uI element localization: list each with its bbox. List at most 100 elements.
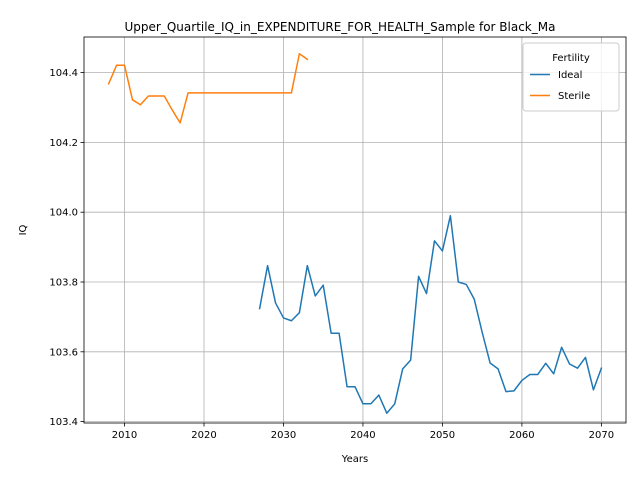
data-point-ideal xyxy=(275,302,276,303)
x-tick-label: 2070 xyxy=(589,430,614,441)
data-point-sterile xyxy=(299,53,300,54)
y-axis: 103.4 103.6 103.8 104.0 104.2 104.4 xyxy=(49,68,84,428)
data-point-ideal xyxy=(346,386,347,387)
data-point-sterile xyxy=(251,92,252,93)
data-point-ideal xyxy=(402,368,403,369)
data-point-sterile xyxy=(235,92,236,93)
series-ideal xyxy=(258,214,603,414)
x-tick-label: 2020 xyxy=(191,430,216,441)
data-point-sterile xyxy=(243,92,244,93)
data-point-sterile xyxy=(188,92,189,93)
y-tick-label: 104.4 xyxy=(49,68,78,79)
data-point-ideal xyxy=(545,363,546,364)
data-point-ideal xyxy=(601,368,602,369)
legend-entries: Ideal Sterile xyxy=(530,70,590,102)
grid-lines xyxy=(84,37,626,423)
data-point-sterile xyxy=(211,92,212,93)
data-point-ideal xyxy=(331,333,332,334)
data-point-sterile xyxy=(275,92,276,93)
data-point-sterile xyxy=(203,92,204,93)
data-point-ideal xyxy=(426,293,427,294)
y-tick-label: 103.8 xyxy=(49,278,78,289)
y-tick-label: 103.6 xyxy=(49,347,78,358)
data-point-ideal xyxy=(259,308,260,309)
y-tick-label: 103.4 xyxy=(49,417,78,428)
data-point-ideal xyxy=(418,276,419,277)
data-point-sterile xyxy=(219,92,220,93)
data-point-ideal xyxy=(505,391,506,392)
x-tick-label: 2060 xyxy=(509,430,534,441)
data-point-ideal xyxy=(410,360,411,361)
data-point-ideal xyxy=(585,357,586,358)
legend-title: Fertility xyxy=(552,53,590,64)
data-point-ideal xyxy=(529,374,530,375)
data-point-ideal xyxy=(267,265,268,266)
series-line-ideal xyxy=(258,214,603,414)
data-point-ideal xyxy=(394,403,395,404)
data-point-sterile xyxy=(227,92,228,93)
data-point-ideal xyxy=(299,312,300,313)
data-point-ideal xyxy=(291,320,292,321)
data-point-ideal xyxy=(553,373,554,374)
legend: Fertility Ideal Sterile xyxy=(522,42,620,112)
data-point-sterile xyxy=(148,95,149,96)
data-point-ideal xyxy=(315,295,316,296)
data-point-ideal xyxy=(307,265,308,266)
data-point-ideal xyxy=(497,368,498,369)
data-point-ideal xyxy=(490,362,491,363)
data-point-sterile xyxy=(180,122,181,123)
data-point-sterile xyxy=(195,92,196,93)
data-point-ideal xyxy=(386,413,387,414)
chart-title: Upper_Quartile_IQ_in_EXPENDITURE_FOR_HEA… xyxy=(125,20,556,34)
data-point-ideal xyxy=(482,332,483,333)
data-point-ideal xyxy=(513,390,514,391)
data-point-sterile xyxy=(108,83,109,84)
data-point-sterile xyxy=(307,59,308,60)
data-point-ideal xyxy=(569,363,570,364)
legend-box xyxy=(522,42,620,112)
data-point-ideal xyxy=(370,403,371,404)
data-point-ideal xyxy=(434,240,435,241)
series-layer xyxy=(107,53,603,414)
data-point-ideal xyxy=(577,368,578,369)
data-point-sterile xyxy=(283,92,284,93)
data-point-ideal xyxy=(474,299,475,300)
data-point-sterile xyxy=(164,95,165,96)
data-point-sterile xyxy=(140,104,141,105)
data-point-ideal xyxy=(442,250,443,251)
data-point-sterile xyxy=(172,109,173,110)
series-sterile xyxy=(107,53,309,124)
data-point-sterile xyxy=(124,65,125,66)
data-point-sterile xyxy=(132,99,133,100)
data-point-ideal xyxy=(354,386,355,387)
data-point-sterile xyxy=(291,92,292,93)
data-point-ideal xyxy=(537,374,538,375)
data-point-ideal xyxy=(561,347,562,348)
data-point-ideal xyxy=(466,284,467,285)
data-point-ideal xyxy=(283,317,284,318)
series-line-sterile xyxy=(107,53,309,124)
data-point-ideal xyxy=(362,403,363,404)
y-tick-label: 104.2 xyxy=(49,138,78,149)
legend-label-sterile: Sterile xyxy=(558,91,590,102)
y-tick-label: 104.0 xyxy=(49,208,78,219)
data-point-ideal xyxy=(339,333,340,334)
data-point-ideal xyxy=(323,285,324,286)
x-axis-label: Years xyxy=(341,454,368,465)
data-point-ideal xyxy=(521,380,522,381)
data-point-sterile xyxy=(116,65,117,66)
data-point-ideal xyxy=(458,281,459,282)
plot-frame xyxy=(83,36,627,424)
data-point-sterile xyxy=(267,92,268,93)
x-tick-label: 2010 xyxy=(112,430,137,441)
data-point-ideal xyxy=(378,394,379,395)
data-point-ideal xyxy=(450,215,451,216)
y-axis-label: IQ xyxy=(18,224,29,235)
x-tick-label: 2040 xyxy=(350,430,375,441)
x-tick-label: 2050 xyxy=(430,430,455,441)
x-tick-label: 2030 xyxy=(271,430,296,441)
data-point-sterile xyxy=(156,95,157,96)
data-point-ideal xyxy=(593,389,594,390)
legend-label-ideal: Ideal xyxy=(558,70,582,81)
